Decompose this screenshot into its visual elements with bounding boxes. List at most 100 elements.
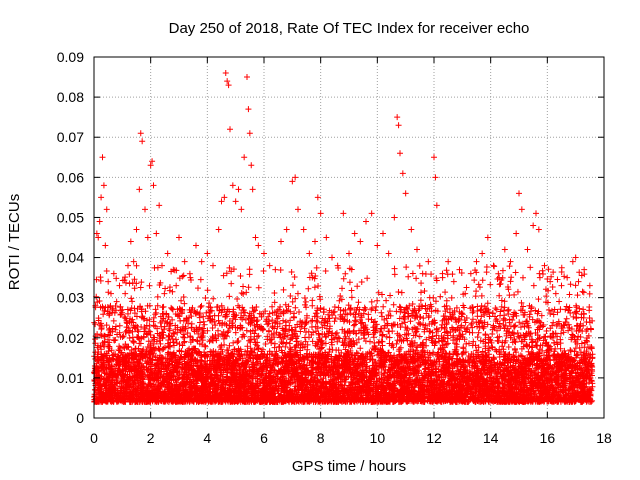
data-point: [104, 336, 111, 343]
data-point: [475, 344, 482, 351]
data-point: [301, 334, 308, 341]
data-point: [106, 325, 113, 332]
chart-title: Day 250 of 2018, Rate Of TEC Index for r…: [169, 20, 530, 37]
data-point: [180, 339, 187, 346]
data-point: [97, 277, 104, 284]
data-point: [428, 271, 435, 278]
data-point: [201, 321, 208, 328]
data-point: [487, 281, 494, 288]
data-point: [364, 275, 371, 282]
data-point: [302, 338, 309, 345]
data-point: [297, 328, 304, 335]
data-point: [543, 328, 550, 335]
data-point: [309, 302, 316, 309]
data-point: [311, 284, 318, 291]
data-point: [572, 282, 579, 289]
data-point: [180, 294, 187, 301]
data-point: [443, 297, 450, 304]
data-point: [505, 343, 512, 350]
data-point: [282, 343, 289, 350]
data-point: [271, 289, 278, 296]
data-point: [291, 273, 298, 280]
data-point: [469, 316, 476, 323]
data-point: [501, 298, 508, 305]
data-point: [353, 318, 360, 325]
data-point: [263, 316, 270, 323]
data-point: [305, 285, 312, 292]
data-point: [161, 290, 168, 297]
data-point: [226, 264, 233, 271]
data-point: [554, 333, 561, 340]
data-point: [472, 293, 479, 300]
data-point: [519, 274, 526, 281]
data-point: [180, 333, 187, 340]
data-point: [126, 271, 133, 278]
data-point: [243, 289, 250, 296]
data-point: [100, 311, 107, 318]
data-point: [497, 280, 504, 287]
data-point: [545, 266, 552, 273]
data-point: [269, 303, 276, 310]
data-point: [508, 274, 515, 281]
data-point: [320, 308, 327, 315]
data-point: [235, 338, 242, 345]
data-point: [367, 338, 374, 345]
data-point: [443, 267, 450, 274]
data-point: [286, 340, 293, 347]
data-point: [277, 266, 284, 273]
data-point: [92, 321, 99, 328]
data-point: [444, 271, 451, 278]
data-point: [112, 326, 119, 333]
data-point: [370, 334, 377, 341]
data-point: [549, 284, 556, 291]
data-point: [126, 280, 133, 287]
data-point: [554, 309, 561, 316]
data-point: [458, 269, 465, 276]
data-point: [169, 305, 176, 312]
data-point: [527, 264, 534, 271]
data-point: [474, 333, 481, 340]
data-point: [554, 276, 561, 283]
data-point: [234, 339, 241, 346]
data-point: [507, 278, 514, 285]
data-point: [506, 263, 513, 270]
data-point: [535, 296, 542, 303]
data-point: [496, 292, 503, 299]
data-point: [260, 268, 267, 275]
data-point: [405, 273, 412, 280]
data-point: [399, 320, 406, 327]
data-point: [478, 292, 485, 299]
data-point: [271, 299, 278, 306]
data-point: [280, 286, 287, 293]
data-point: [536, 270, 543, 277]
data-point: [361, 304, 368, 311]
data-point: [416, 333, 423, 340]
data-point: [153, 309, 160, 316]
data-point: [277, 303, 284, 310]
data-point: [226, 293, 233, 300]
data-point: [172, 322, 179, 329]
data-point: [405, 330, 412, 337]
data-point: [518, 299, 525, 306]
data-point: [551, 306, 558, 313]
data-point: [154, 293, 161, 300]
data-point: [197, 276, 204, 283]
data-point: [237, 273, 244, 280]
data-point: [471, 277, 478, 284]
data-point: [129, 334, 136, 341]
data-point: [215, 333, 222, 340]
data-point: [381, 316, 388, 323]
data-point: [557, 345, 564, 352]
data-point: [586, 290, 593, 297]
data-point: [212, 322, 219, 329]
data-point: [105, 289, 112, 296]
data-point: [303, 312, 310, 319]
data-point: [463, 284, 470, 291]
data-point: [539, 267, 546, 274]
data-point: [495, 323, 502, 330]
data-point: [586, 307, 593, 314]
data-point: [417, 289, 424, 296]
data-point: [433, 332, 440, 339]
data-point: [346, 279, 353, 286]
